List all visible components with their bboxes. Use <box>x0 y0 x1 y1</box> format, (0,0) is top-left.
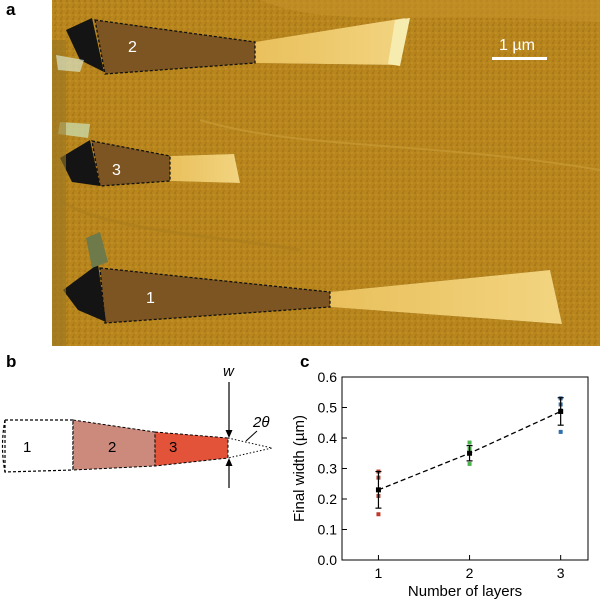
data-point <box>467 440 472 445</box>
micrograph-panel: 2 3 1 1 µm <box>52 0 600 346</box>
ribbon-3: 3 <box>58 122 240 187</box>
y-tick-label: 0.4 <box>318 430 338 446</box>
region-label-1: 1 <box>146 290 155 307</box>
width-label: w <box>223 363 235 380</box>
y-tick-label: 0.5 <box>318 400 338 416</box>
x-tick-label: 3 <box>557 565 565 581</box>
data-point <box>376 512 381 517</box>
mean-point <box>558 408 564 414</box>
schematic-panel: 1 2 3 w 2θ <box>1 363 273 488</box>
y-tick-label: 0.3 <box>318 461 338 477</box>
width-vs-layers-chart: 0.0 0.1 0.2 0.3 0.4 0.5 0.6 1 2 3 Number of layers… <box>291 369 589 599</box>
y-tick-label: 0.0 <box>318 552 338 568</box>
segment-label-3: 3 <box>169 439 177 456</box>
data-point <box>558 429 563 434</box>
angle-label: 2θ <box>252 414 269 431</box>
segment-label-1: 1 <box>23 439 31 456</box>
mean-point <box>467 450 473 456</box>
ribbon-1: 1 <box>63 232 562 324</box>
scale-bar-label: 1 µm <box>499 37 535 54</box>
angle-leader <box>245 430 258 442</box>
ribbon-2: 2 <box>66 18 410 75</box>
y-tick-label: 0.6 <box>318 369 338 385</box>
scale-bar: 1 µm <box>492 37 547 60</box>
y-tick-label: 0.1 <box>318 522 338 538</box>
y-axis-label: Final width (µm) <box>291 415 308 522</box>
x-tick-label: 2 <box>466 565 474 581</box>
segment-label-2: 2 <box>108 439 116 456</box>
plot-frame <box>341 376 589 561</box>
panel-letter-c: c <box>300 352 310 371</box>
y-tick-label: 0.2 <box>318 491 338 507</box>
region-label-3: 3 <box>112 162 121 179</box>
data-point <box>467 461 472 466</box>
panel-letter-a: a <box>6 0 16 19</box>
region-label-2: 2 <box>128 39 137 56</box>
x-axis-label: Number of layers <box>408 583 522 599</box>
panel-letter-b: b <box>6 352 17 371</box>
mean-point <box>375 487 381 493</box>
x-tick-label: 1 <box>375 565 383 581</box>
